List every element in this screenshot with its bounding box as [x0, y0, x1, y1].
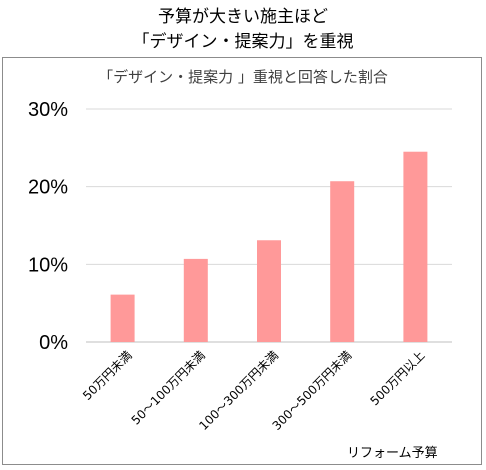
x-tick-label: 300～500万円未満: [270, 348, 355, 433]
y-tick-label: 20%: [28, 177, 68, 199]
bar: [330, 181, 355, 342]
y-tick-label: 10%: [28, 254, 68, 276]
bar: [403, 151, 428, 342]
bar: [183, 258, 208, 342]
x-tick-label: 50万円未満: [80, 348, 135, 403]
bar: [110, 294, 135, 342]
chart-frame: [2, 57, 482, 465]
y-tick-label: 30%: [28, 99, 68, 121]
chart-title: 「デザイン・提案力 」重視と回答した割合: [98, 68, 388, 86]
bar: [257, 240, 281, 342]
x-axis-label: リフォーム予算: [347, 446, 438, 461]
x-tick-label: 500万円以上: [367, 348, 427, 408]
x-tick-label: 100～300万円未満: [196, 348, 281, 433]
x-tick-label: 50～100万円未満: [129, 348, 208, 427]
figure-title-line2: 「デザイン・提案力」を重視: [132, 32, 354, 52]
figure-title-line1: 予算が大きい施主ほど: [158, 7, 328, 27]
y-tick-label: 0%: [39, 332, 68, 354]
